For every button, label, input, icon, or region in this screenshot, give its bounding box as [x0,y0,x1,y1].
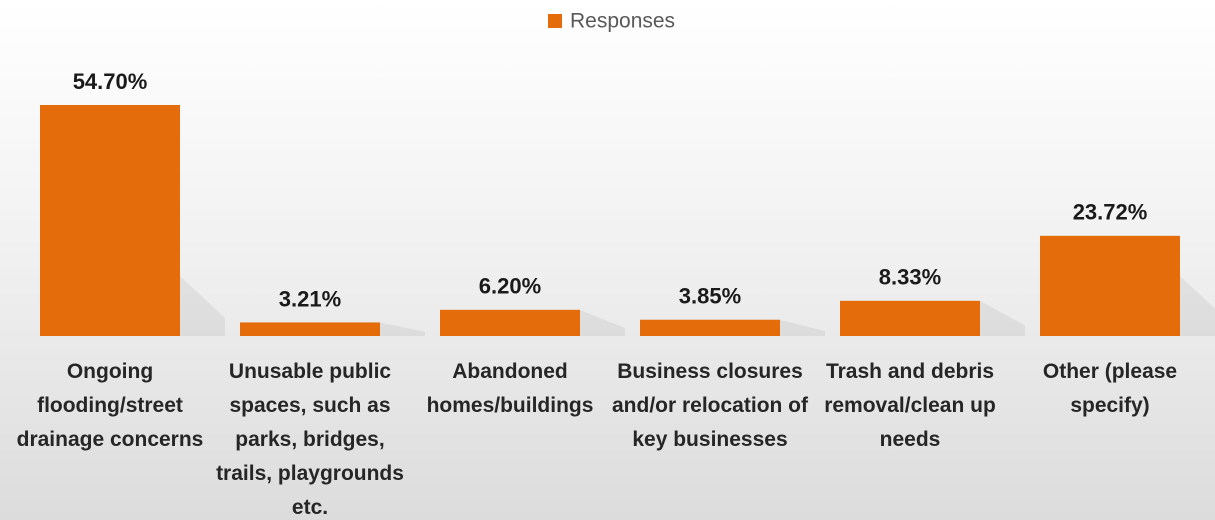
bar-shadow [980,300,1025,336]
bar-shadow [1180,276,1215,336]
x-tick-label: Business closures and/or relocation of k… [611,360,808,451]
data-label: 3.85% [679,284,741,309]
x-tick-label: Ongoing flooding/street drainage concern… [16,360,204,451]
x-tick-label: Abandoned homes/buildings [426,360,594,417]
data-label: 23.72% [1073,200,1148,225]
bar [640,319,780,336]
bar-shadow [180,276,225,336]
bar-shadow [780,319,825,336]
legend-label: Responses [570,10,675,33]
legend-swatch [548,14,562,28]
x-tick-label: Trash and debris removal/clean up needs [824,360,996,451]
x-tick-label: Unusable public spaces, such as parks, b… [216,360,404,519]
data-label: 8.33% [879,265,941,290]
bar [1040,235,1180,336]
bar [40,105,180,337]
bar [240,322,380,336]
bar-shadow [380,322,425,336]
data-label: 6.20% [479,274,541,299]
data-label: 3.21% [279,286,341,311]
data-label: 54.70% [73,69,148,94]
x-tick-label: Other (please specify) [1042,360,1178,417]
bar [440,309,580,336]
bar [840,300,980,336]
bar-shadow [580,309,625,336]
